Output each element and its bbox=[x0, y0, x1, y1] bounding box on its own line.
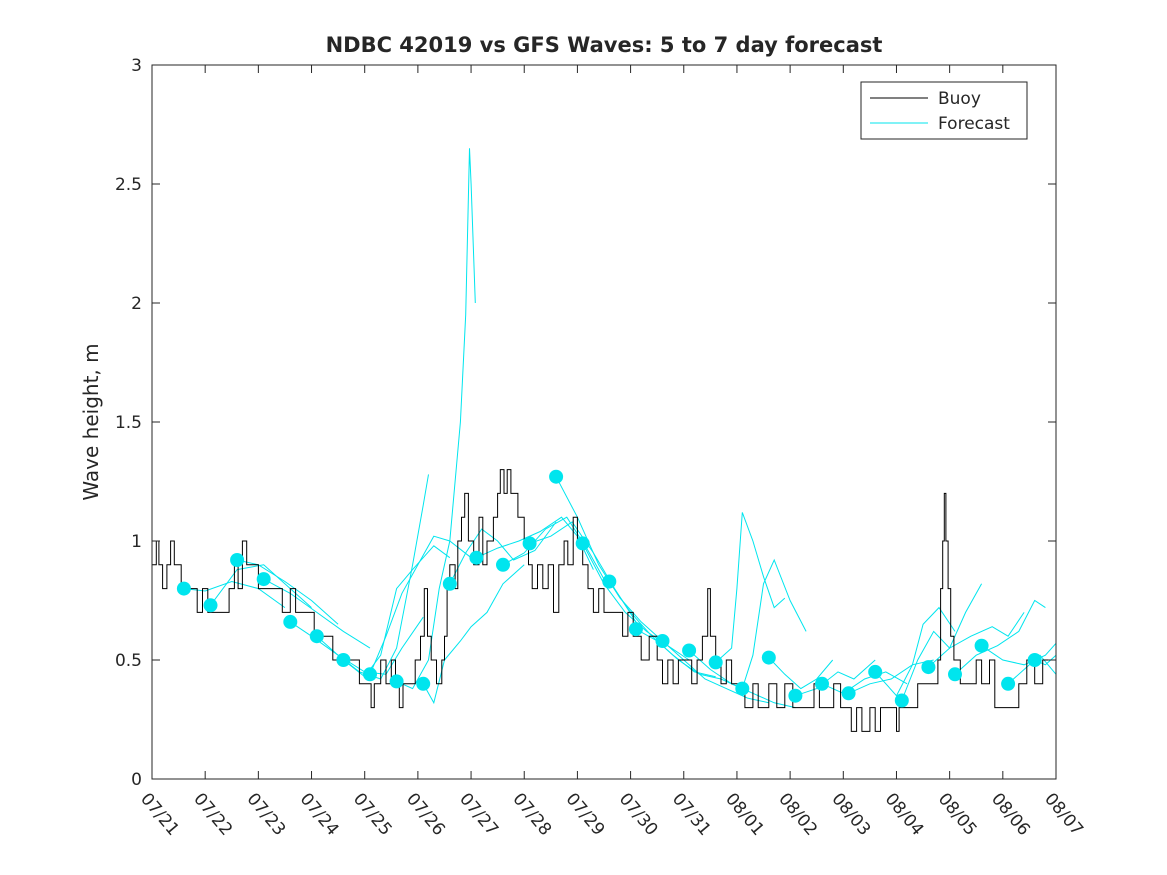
plot-area: 07/21 07/22 07/23 07/24 07/25 07/26 07/27 07/28… bbox=[115, 56, 1087, 840]
forecast-line bbox=[635, 628, 743, 690]
forecast-marker bbox=[921, 660, 936, 675]
forecast-marker bbox=[496, 557, 510, 572]
y-tick-label: 2.5 bbox=[115, 175, 142, 195]
forecast-marker bbox=[735, 681, 750, 696]
forecast-line bbox=[183, 580, 286, 609]
forecast-marker bbox=[416, 676, 431, 691]
forecast-marker bbox=[1027, 653, 1042, 667]
forecast-line bbox=[954, 599, 1046, 675]
forecast-marker bbox=[655, 634, 670, 648]
forecast-line bbox=[210, 564, 312, 608]
legend-forecast-label: Forecast bbox=[938, 114, 1010, 134]
forecast-marker bbox=[283, 614, 298, 629]
forecast-line bbox=[901, 583, 983, 701]
plot-background bbox=[152, 65, 1056, 779]
forecast-marker bbox=[1001, 676, 1016, 691]
forecast-line bbox=[848, 659, 934, 694]
y-tick-label: 1 bbox=[131, 532, 142, 552]
chart-title: NDBC 42019 vs GFS Waves: 5 to 7 day fore… bbox=[326, 33, 883, 57]
forecast-line bbox=[821, 671, 908, 694]
forecast-marker bbox=[549, 469, 564, 484]
forecast-marker bbox=[256, 572, 271, 587]
y-tick-label: 0 bbox=[131, 770, 142, 790]
forecast-marker bbox=[203, 598, 218, 613]
forecast-marker bbox=[948, 667, 962, 682]
forecast-marker bbox=[974, 638, 989, 653]
forecast-marker bbox=[788, 688, 803, 703]
forecast-marker bbox=[628, 622, 643, 637]
y-tick-label: 3 bbox=[131, 56, 142, 76]
forecast-marker bbox=[469, 550, 484, 565]
forecast-line bbox=[396, 148, 476, 690]
forecast-line bbox=[928, 612, 1025, 668]
buoy-line bbox=[152, 469, 1056, 732]
y-axis: 0 0.5 1 1.5 2 2.5 3 bbox=[115, 56, 1056, 790]
forecast-line bbox=[502, 516, 610, 589]
forecast-marker bbox=[815, 676, 829, 691]
forecast-marker bbox=[336, 653, 351, 667]
forecast-marker bbox=[230, 553, 245, 567]
forecast-marker bbox=[389, 674, 404, 689]
forecast-line bbox=[741, 558, 807, 689]
forecast-marker bbox=[176, 581, 191, 596]
y-tick-label: 2 bbox=[131, 294, 142, 314]
forecast-marker bbox=[868, 664, 883, 679]
y-axis-label: Wave height, m bbox=[79, 343, 103, 500]
forecast-line bbox=[795, 659, 876, 697]
forecast-marker bbox=[575, 536, 590, 551]
forecast-marker bbox=[442, 576, 457, 591]
legend: Buoy Forecast bbox=[860, 81, 1028, 140]
forecast-marker bbox=[841, 686, 856, 701]
forecast-marker bbox=[894, 693, 909, 708]
forecast-line bbox=[874, 606, 956, 697]
forecast-line bbox=[715, 512, 786, 663]
y-tick-label: 1.5 bbox=[115, 413, 142, 433]
forecast-line bbox=[582, 543, 690, 661]
forecast-marker bbox=[602, 574, 617, 589]
forecast-markers bbox=[176, 469, 1042, 708]
forecast-marker bbox=[761, 650, 776, 665]
forecast-line bbox=[768, 657, 834, 690]
forecast-marker bbox=[363, 667, 377, 682]
forecast-line bbox=[981, 642, 1057, 666]
forecast-line bbox=[236, 559, 339, 625]
y-tick-label: 0.5 bbox=[115, 651, 142, 671]
legend-box bbox=[860, 81, 1028, 140]
forecast-marker bbox=[708, 655, 723, 670]
forecast-line bbox=[449, 521, 557, 585]
forecast-marker bbox=[309, 629, 324, 644]
legend-buoy-label: Buoy bbox=[938, 89, 981, 109]
buoy-series bbox=[152, 469, 1056, 732]
forecast-marker bbox=[522, 536, 537, 551]
forecast-marker bbox=[682, 643, 697, 658]
forecast-line bbox=[422, 564, 525, 705]
forecast-line bbox=[662, 640, 769, 704]
